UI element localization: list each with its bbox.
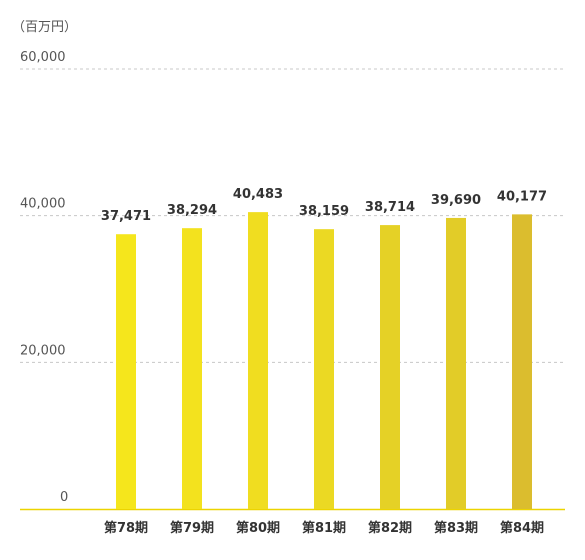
labels-layer: 0 20,000 40,000 60,000 37,471 第78期 38,294 第79期 4… (20, 50, 547, 536)
y-tick-label: 20,000 (20, 343, 66, 358)
bar (446, 217, 466, 509)
bar-value-label: 38,714 (365, 200, 415, 215)
x-tick-label: 第82期 (368, 520, 412, 536)
y-tick-label: 60,000 (20, 50, 66, 65)
unit-label: （百万円） (12, 20, 77, 35)
bar-value-label: 40,177 (497, 189, 547, 204)
bar-value-label: 37,471 (101, 209, 151, 224)
bar (314, 229, 334, 509)
bar-value-label: 38,294 (167, 203, 217, 218)
x-tick-label: 第80期 (236, 520, 280, 536)
bar (182, 228, 202, 509)
bar-value-label: 39,690 (431, 193, 481, 208)
bar (116, 234, 136, 510)
bar (248, 212, 268, 509)
bars-layer (116, 212, 532, 510)
y-tick-label: 40,000 (20, 197, 66, 212)
x-tick-label: 第84期 (500, 520, 544, 536)
x-tick-label: 第78期 (104, 520, 148, 536)
x-tick-label: 第79期 (170, 520, 214, 536)
grid-layer (20, 68, 565, 511)
bar (380, 225, 400, 509)
bar-value-label: 38,159 (299, 204, 349, 219)
x-tick-label: 第81期 (302, 520, 346, 536)
bar (512, 214, 532, 510)
y-tick-label: 0 (60, 490, 68, 505)
x-tick-label: 第83期 (434, 520, 478, 536)
bar-value-label: 40,483 (233, 187, 283, 202)
